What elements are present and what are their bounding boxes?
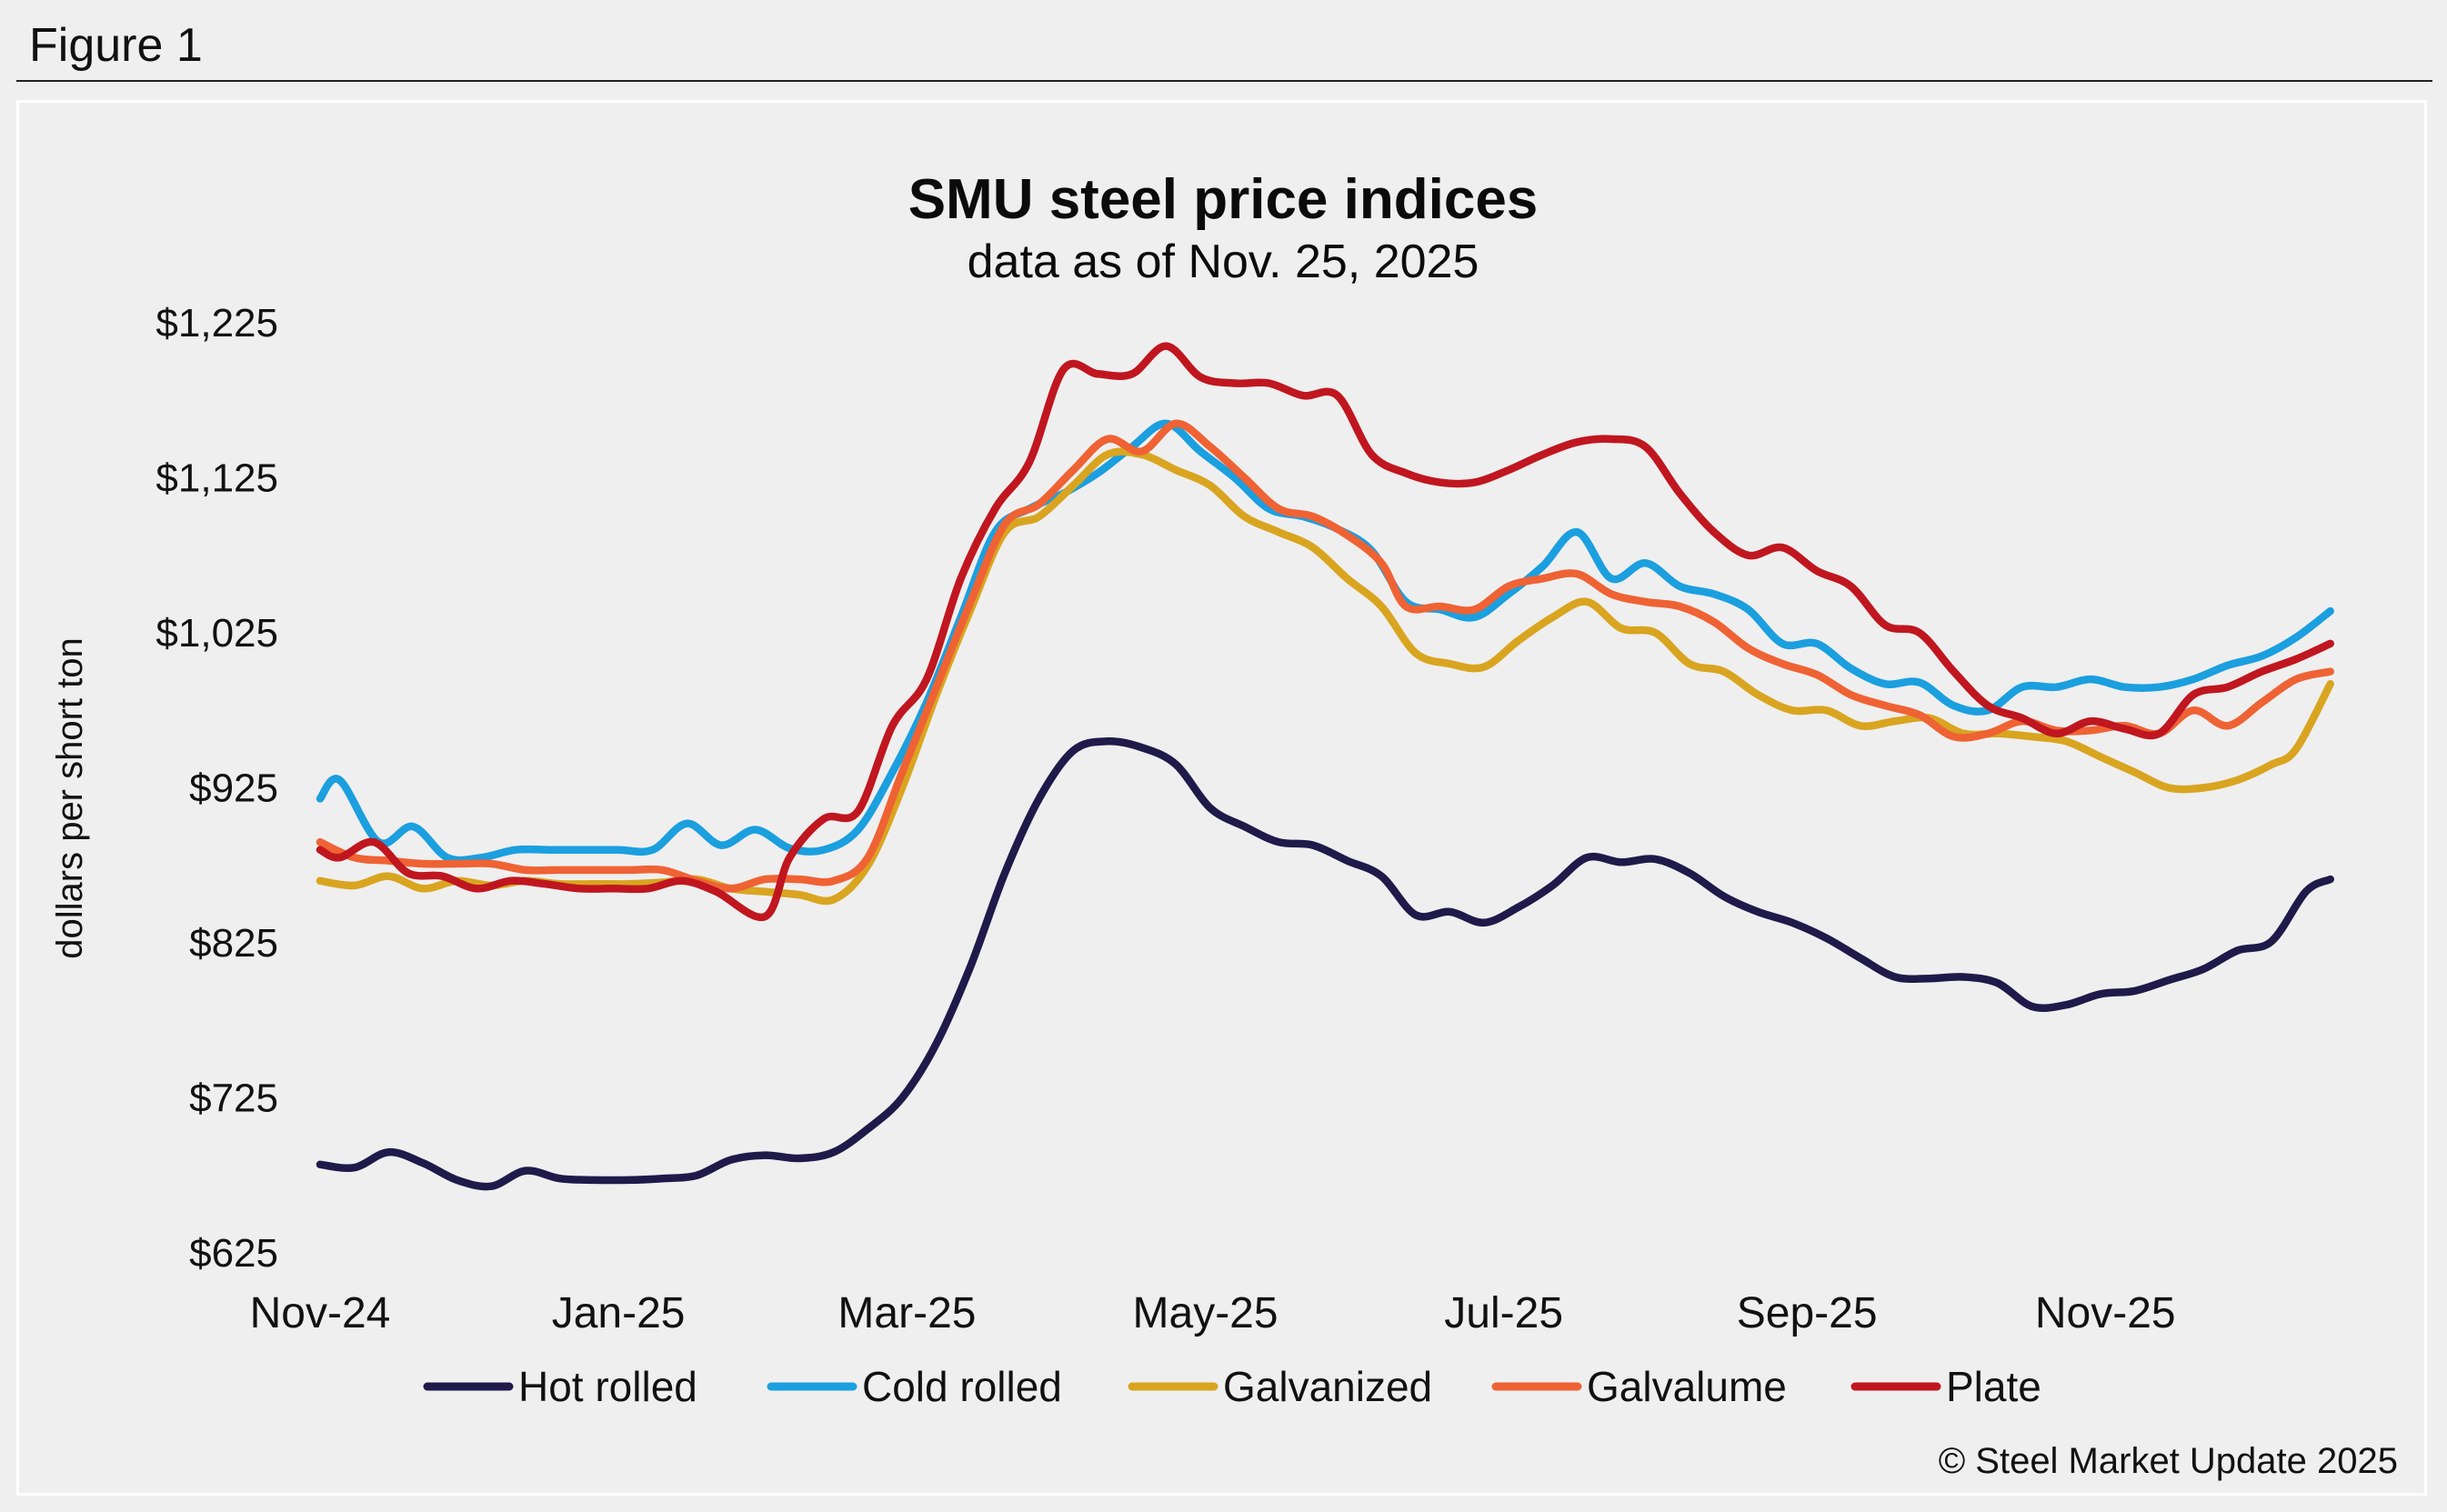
legend-item-galvanized: Galvanized [1128, 1363, 1432, 1410]
x-tick-label: Jul-25 [1444, 1289, 1563, 1337]
x-tick-label: Nov-24 [250, 1289, 391, 1337]
legend-label: Hot rolled [518, 1363, 697, 1410]
y-tick-label: $1,225 [155, 301, 278, 345]
y-tick-label: $825 [189, 921, 278, 966]
legend-item-cold-rolled: Cold rolled [767, 1363, 1062, 1410]
series-line-hot-rolled [316, 737, 2334, 1191]
legend: Hot rolled Cold rolled Galvanized Galvalume… [423, 1363, 2041, 1410]
x-tick-label: Jan-25 [552, 1289, 686, 1337]
copyright-note: © Steel Market Update 2025 [1939, 1441, 2398, 1481]
y-tick-label: $1,125 [155, 456, 278, 501]
x-tick-label: Nov-25 [2035, 1289, 2176, 1337]
legend-label: Galvalume [1587, 1363, 1787, 1410]
x-axis-ticks: Nov-24 Jan-25 Mar-25 May-25 Jul-25 Sep-25 Nov-… [250, 1289, 2176, 1337]
x-tick-label: Sep-25 [1737, 1289, 1878, 1337]
y-axis-ticks: $625 $725 $825 $925 $1,025 $1,125 $1,225 [155, 301, 278, 1276]
y-axis-label: dollars per short ton [50, 637, 90, 959]
figure-rule [16, 80, 2432, 82]
legend-label: Galvanized [1223, 1363, 1432, 1410]
series-lines [316, 342, 2334, 1191]
series-line-plate [316, 342, 2334, 922]
legend-item-plate: Plate [1850, 1363, 2041, 1410]
series-line-cold-rolled [316, 419, 2334, 865]
y-tick-label: $1,025 [155, 611, 278, 656]
legend-label: Cold rolled [862, 1363, 1062, 1410]
y-tick-label: $625 [189, 1231, 278, 1276]
x-tick-label: May-25 [1133, 1289, 1279, 1337]
legend-label: Plate [1946, 1363, 2041, 1410]
x-tick-label: Mar-25 [837, 1289, 976, 1337]
series-line-galvalume [316, 419, 2334, 893]
legend-item-hot-rolled: Hot rolled [423, 1363, 697, 1410]
y-tick-label: $925 [189, 766, 278, 811]
legend-item-galvalume: Galvalume [1491, 1363, 1787, 1410]
chart-title: SMU steel price indices [908, 168, 1539, 231]
chart-subtitle: data as of Nov. 25, 2025 [968, 235, 1479, 288]
chart-panel [16, 100, 2427, 1496]
y-tick-label: $725 [189, 1076, 278, 1121]
figure-label: Figure 1 [29, 19, 203, 72]
